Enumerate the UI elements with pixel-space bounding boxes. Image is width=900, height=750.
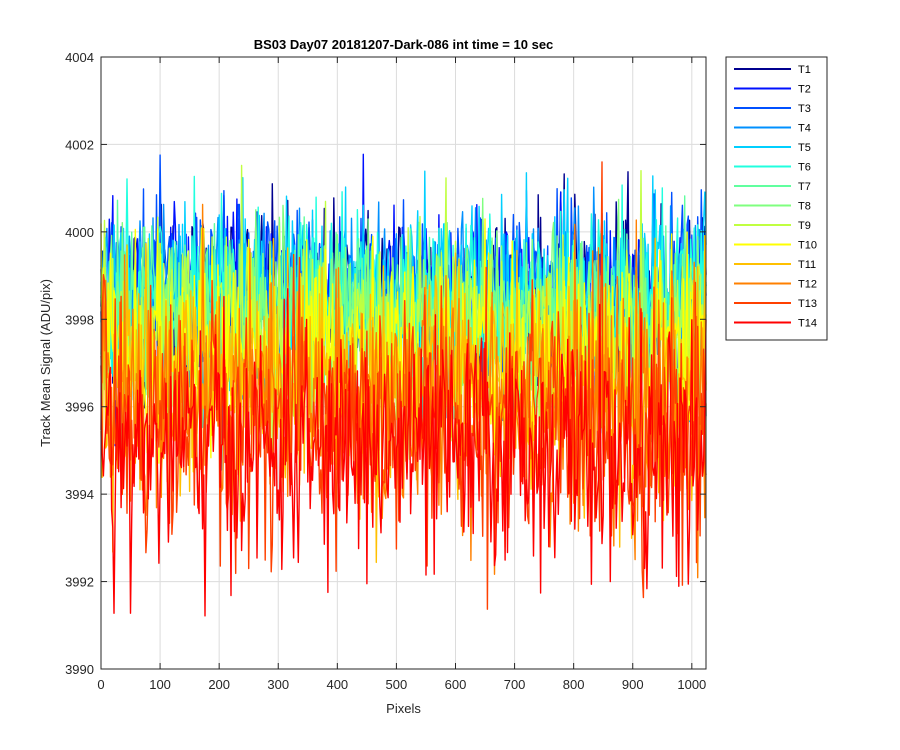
- y-tick-label: 3996: [65, 400, 94, 415]
- y-tick-label: 3998: [65, 312, 94, 327]
- legend-label-T7: T7: [798, 181, 811, 193]
- y-tick-label: 4004: [65, 50, 94, 65]
- legend-label-T14: T14: [798, 318, 817, 330]
- x-axis-label: Pixels: [386, 701, 421, 716]
- x-tick-label: 0: [97, 677, 104, 692]
- legend-label-T1: T1: [798, 64, 811, 76]
- legend-label-T11: T11: [798, 259, 816, 271]
- y-tick-label: 4002: [65, 137, 94, 152]
- chart-title: BS03 Day07 20181207-Dark-086 int time = …: [254, 37, 554, 52]
- y-tick-label: 4000: [65, 225, 94, 240]
- axes-box: [100, 56, 707, 670]
- series-line-T12: [100, 203, 707, 579]
- legend-label-T10: T10: [798, 240, 817, 252]
- legend-label-T12: T12: [798, 279, 817, 291]
- series-line-T14: [100, 288, 707, 617]
- y-axis-label: Track Mean Signal (ADU/pix): [38, 279, 53, 447]
- legend-label-T2: T2: [798, 84, 811, 96]
- x-tick-label: 700: [504, 677, 526, 692]
- x-tick-label: 500: [386, 677, 408, 692]
- legend-label-T5: T5: [798, 142, 811, 154]
- y-tick-label: 3994: [65, 487, 94, 502]
- axis-ticks: 0 100 200 300 400 500 600 700 800 900 1000 3990 3992…: [65, 50, 706, 692]
- legend-label-T6: T6: [798, 162, 811, 174]
- legend-label-T13: T13: [798, 298, 817, 310]
- x-tick-label: 600: [445, 677, 467, 692]
- legend-label-T4: T4: [798, 123, 811, 135]
- plot-area: [100, 153, 707, 617]
- x-tick-label: 900: [622, 677, 644, 692]
- legend-box: [725, 56, 828, 341]
- y-tick-label: 3990: [65, 662, 94, 677]
- legend-label-T8: T8: [798, 201, 811, 213]
- y-tick-label: 3992: [65, 575, 94, 590]
- legend-label-T9: T9: [798, 220, 811, 232]
- legend: T1 T2 T3 T4 T5 T6 T7 T8 T9 T10 T11 T12 T13 T14: [725, 56, 828, 341]
- legend-label-T3: T3: [798, 103, 811, 115]
- x-tick-label: 100: [149, 677, 171, 692]
- x-tick-label: 1000: [677, 677, 706, 692]
- x-tick-label: 200: [208, 677, 230, 692]
- x-tick-label: 800: [563, 677, 585, 692]
- x-tick-label: 300: [267, 677, 289, 692]
- x-tick-label: 400: [326, 677, 348, 692]
